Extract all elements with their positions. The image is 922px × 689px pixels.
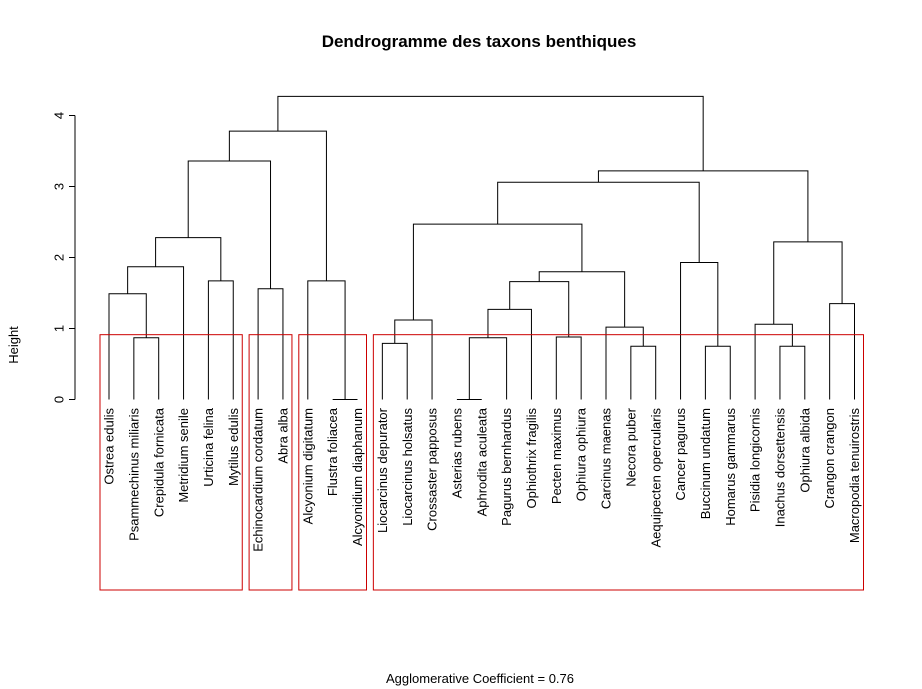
cluster-box: [298, 334, 367, 591]
leaf-label: Crossaster papposus: [425, 408, 440, 531]
dendrogram-branch: [555, 336, 582, 400]
leaf-label: Ophiothrix fragilis: [524, 408, 539, 509]
leaf-label: Alcyonidium diaphanum: [350, 408, 365, 546]
cluster-box: [99, 334, 243, 591]
dendrogram-branch: [381, 342, 408, 400]
y-tick-label: 4: [52, 112, 67, 119]
leaf-label: Carcinus maenas: [599, 408, 614, 510]
dendrogram-branch: [127, 266, 185, 400]
dendrogram-branch: [597, 170, 809, 242]
leaf-label: Metridium senile: [176, 408, 191, 503]
dendrogram-branch: [487, 308, 532, 400]
leaf-label: Ostrea edulis: [102, 408, 117, 485]
leaf-label: Asterias rubens: [449, 408, 464, 499]
leaf-label: Crangon crangon: [822, 408, 837, 508]
leaf-label: Pagurus bernhardus: [499, 408, 514, 526]
dendrogram-branch: [307, 280, 346, 400]
dendrogram-branch: [207, 280, 234, 400]
agglomerative-coefficient-label: Agglomerative Coefficient = 0.76: [386, 671, 574, 686]
dendrogram-branch: [497, 181, 700, 263]
dendrogram-branch: [277, 95, 704, 171]
dendrogram-branch: [680, 261, 719, 400]
dendrogram-branch: [605, 326, 644, 400]
leaf-label: Buccinum undatum: [698, 408, 713, 519]
dendrogram-branch: [538, 271, 626, 328]
chart-title: Dendrogramme des taxons benthiques: [322, 32, 637, 51]
dendrogram-branch: [468, 337, 508, 400]
leaf-label: Alcyonium digitatum: [300, 408, 315, 524]
dendrogram-branch: [630, 345, 657, 400]
leaf-label: Flustra foliacea: [325, 407, 340, 496]
dendrogram-branch: [108, 293, 147, 400]
leaf-label: Mytilus edulis: [226, 408, 241, 487]
dendrogram-branch: [155, 237, 222, 281]
leaf-label: Pisidia longicornis: [748, 408, 763, 513]
leaf-label: Crepidula fornicata: [151, 407, 166, 517]
dendrogram-branch: [257, 288, 284, 400]
leaf-label: Aphrodita aculeata: [474, 407, 489, 516]
y-axis: 0 1 2 3 4: [52, 112, 76, 403]
leaf-label: Ophiura ophiura: [574, 407, 589, 501]
leaf-labels: Ostrea edulis Psammechinus miliaris Crepid…: [102, 407, 862, 552]
dendrogram-branch: [704, 345, 731, 400]
y-axis-label: Height: [6, 326, 21, 364]
leaf-label: Ophiura albida: [797, 407, 812, 492]
leaf-label: Pecten maximus: [549, 408, 564, 505]
leaf-label: Liocarcinus holsatus: [400, 408, 415, 526]
y-tick-label: 3: [52, 183, 67, 190]
leaf-label: Urticina felina: [201, 407, 216, 487]
dendrogram-branch: [133, 337, 160, 400]
leaf-label: Psammechinus miliaris: [126, 408, 141, 541]
leaf-label: Cancer pagurus: [673, 408, 688, 501]
cluster-boxes: [99, 334, 864, 591]
dendrogram-branch: [773, 241, 843, 325]
leaf-label: Abra alba: [276, 407, 291, 463]
leaf-label: Inachus dorsettensis: [773, 408, 788, 528]
leaf-label: Homarus gammarus: [723, 408, 738, 526]
leaf-label: Aequipecten opercularis: [648, 408, 663, 548]
y-tick-label: 2: [52, 254, 67, 261]
leaf-label: Liocarcinus depurator: [375, 407, 390, 533]
leaf-label: Necora puber: [623, 407, 638, 486]
cluster-box: [248, 334, 293, 591]
dendrogram-branch: [394, 319, 433, 400]
cluster-box: [372, 334, 864, 591]
y-tick-label: 0: [52, 396, 67, 403]
leaf-label: Macropodia tenuirostris: [847, 408, 862, 544]
dendrogram-branches: [108, 95, 855, 400]
leaf-label: Echinocardium cordatum: [251, 408, 266, 552]
dendrogram-branch: [779, 345, 806, 400]
dendrogram-branch: [754, 323, 793, 400]
y-tick-label: 1: [52, 325, 67, 332]
dendrogram-branch: [187, 160, 272, 289]
dendrogram-branch: [829, 303, 855, 400]
dendrogram-branch: [228, 130, 327, 281]
